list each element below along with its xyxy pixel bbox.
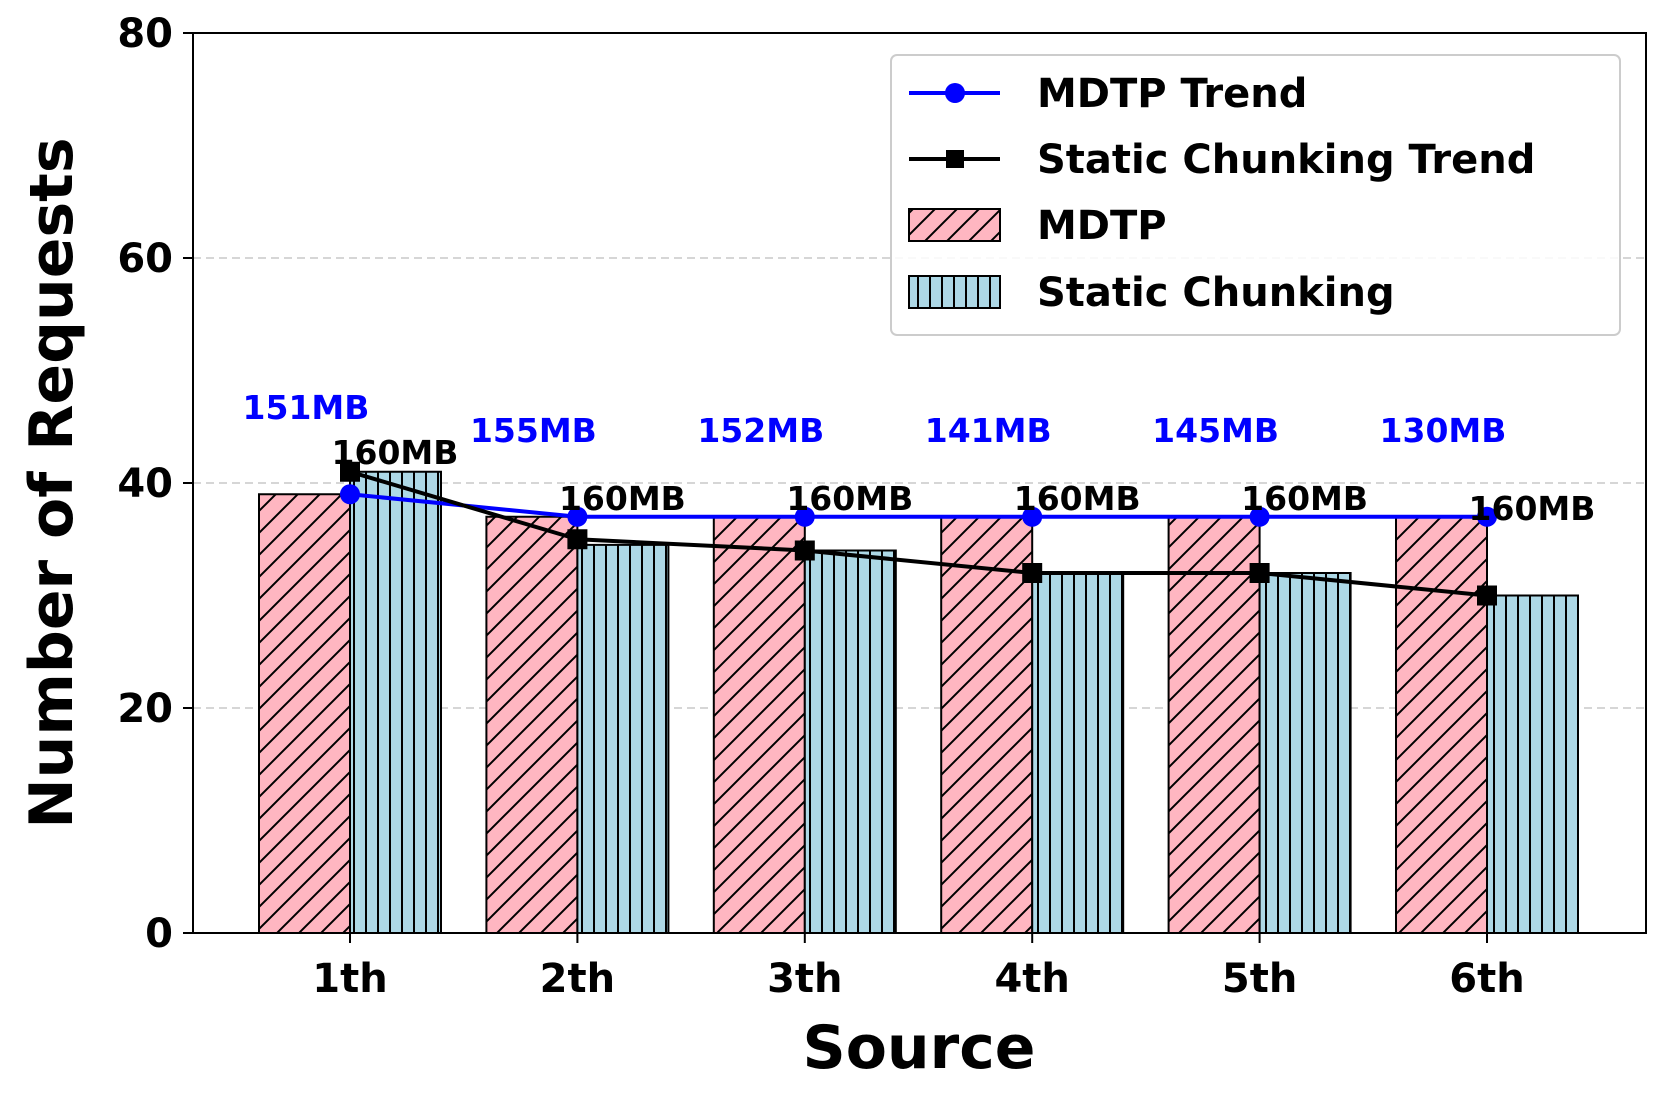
data-label-mdtp-5th: 145MB [1152,411,1279,450]
marker-mdtp-trend-3th [794,506,815,527]
bar-static-chunking-4th-hatch [1031,572,1125,934]
legend-box [890,54,1621,336]
y-tick-label-0: 0 [145,911,173,957]
x-tick-label-3th: 3th [767,956,842,1002]
x-tick-label-6th: 6th [1449,956,1524,1002]
marker-mdtp-trend-4th [1022,506,1043,527]
legend-marker-static-trend [946,150,964,168]
marker-static-chunking-trend-2th [567,529,588,550]
legend: MDTP Trend Static Chunking Trend MDTP St… [890,54,1621,336]
data-label-static-2th: 160MB [559,479,686,518]
data-label-mdtp-6th: 130MB [1380,411,1507,450]
marker-static-chunking-trend-6th [1477,585,1497,606]
bar-static-chunking-6th-hatch [1486,594,1579,934]
trend-lines [340,461,1497,606]
y-tick-label-60: 60 [117,236,173,282]
marker-mdtp-trend-1th [340,484,360,505]
x-tick-label-5th: 5th [1222,956,1297,1002]
y-tick-label-20: 20 [117,686,173,732]
data-label-mdtp-4th: 141MB [925,411,1052,450]
y-axis-title: Number of Requests [17,137,87,828]
data-label-static-5th: 160MB [1241,479,1368,518]
marker-static-chunking-trend-3th [794,540,815,561]
marker-static-chunking-trend-1th [340,461,360,482]
bar-mdtp-2th-hatch [485,515,579,934]
legend-marker-mdtp-trend [945,83,965,103]
bar-mdtp-6th-hatch [1395,515,1488,934]
bar-mdtp-1th-hatch [258,493,351,934]
data-label-static-6th: 160MB [1469,489,1596,528]
x-tick-label-2th: 2th [540,956,615,1002]
data-labels: 151MB 155MB 152MB 141MB 145MB 130MB 160MB 160MB… [243,388,1596,528]
legend-swatch-static-hatch [908,275,1001,309]
marker-mdtp-trend-2th [567,506,588,527]
bar-mdtp-5th-hatch [1167,515,1261,934]
legend-swatch-mdtp-hatch [908,208,1001,242]
bar-static-chunking-5th-hatch [1258,572,1352,934]
line-static-chunking-trend [349,469,1488,598]
bar-static-chunking-3th-hatch [803,549,897,934]
data-label-static-1th: 160MB [332,433,459,472]
y-tick-label-40: 40 [117,461,173,507]
bar-mdtp-4th-hatch [940,515,1034,934]
line-mdtp-trend [349,492,1487,519]
legend-label-mdtp: MDTP [1037,203,1167,249]
marker-static-chunking-trend-5th [1249,563,1270,583]
legend-label-mdtp-trend: MDTP Trend [1037,71,1307,117]
data-label-static-3th: 160MB [786,479,913,518]
data-label-mdtp-1th: 151MB [243,388,370,427]
bar-static-chunking-2th-hatch [576,543,670,934]
bars [258,470,1579,934]
marker-mdtp-trend-6th [1477,506,1497,527]
legend-label-static-trend: Static Chunking Trend [1037,137,1535,183]
x-tick-label-1th: 1th [312,956,387,1002]
legend-label-static: Static Chunking [1037,270,1395,316]
data-label-static-4th: 160MB [1014,479,1141,518]
data-label-mdtp-3th: 152MB [697,411,824,450]
marker-mdtp-trend-5th [1249,506,1270,527]
marker-static-chunking-trend-4th [1022,563,1043,583]
axes: 0 20 40 60 80 1th 2th 3th 4th 5th 6th [117,11,1524,1002]
data-label-mdtp-2th: 155MB [470,411,597,450]
x-axis-title: Source [803,1013,1036,1083]
bar-static-chunking-1th-hatch [349,470,442,934]
bar-mdtp-3th-hatch [712,515,806,934]
y-tick-label-80: 80 [117,11,173,57]
x-tick-label-4th: 4th [994,956,1069,1002]
